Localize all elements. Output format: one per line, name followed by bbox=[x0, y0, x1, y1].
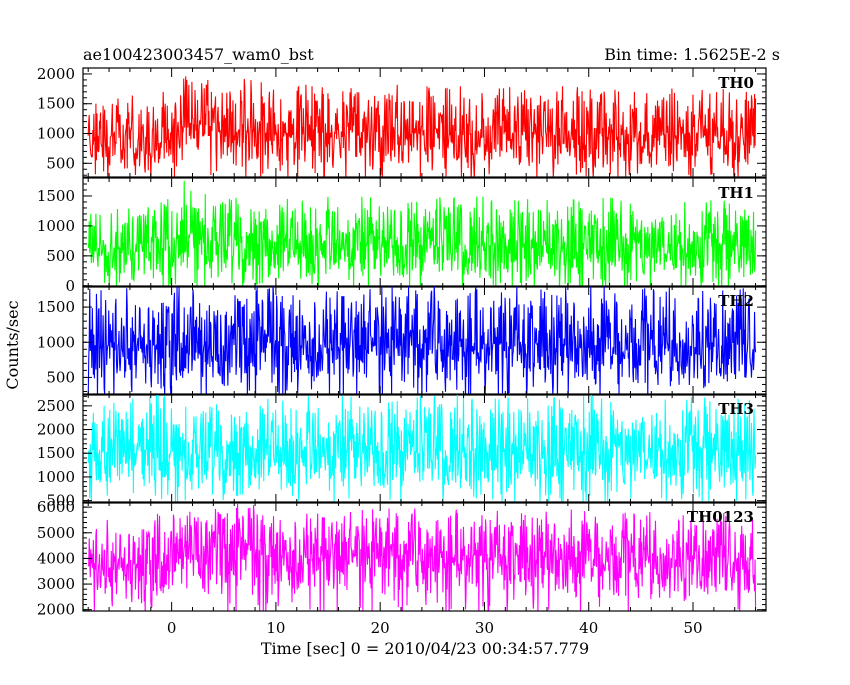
y-tick-label: 4000 bbox=[37, 549, 75, 567]
x-tick-label: 20 bbox=[371, 619, 390, 637]
panel-frame-th1 bbox=[82, 177, 767, 288]
y-tick-label: 1000 bbox=[37, 333, 75, 351]
chart-title: ae100423003457_wam0_bst bbox=[83, 45, 314, 64]
panel-label-th0123: TH0123 bbox=[687, 508, 754, 526]
y-tick-label: 5000 bbox=[37, 524, 75, 542]
series-line-th0123 bbox=[87, 503, 757, 611]
panel-label-th1: TH1 bbox=[718, 184, 754, 202]
panel-label-th0: TH0 bbox=[718, 74, 754, 92]
series-line-th1 bbox=[87, 180, 757, 287]
y-tick-label: 1500 bbox=[37, 444, 75, 462]
x-axis-label: Time [sec] 0 = 2010/04/23 00:34:57.779 bbox=[261, 639, 589, 658]
panel-frame-th0 bbox=[82, 67, 767, 178]
x-tick-label: 40 bbox=[579, 619, 598, 637]
y-tick-label: 1500 bbox=[37, 298, 75, 316]
y-tick-label: 6000 bbox=[37, 498, 75, 516]
series-line-th2 bbox=[87, 286, 757, 395]
y-tick-label: 500 bbox=[46, 368, 75, 386]
panel-frame-th2 bbox=[82, 285, 767, 396]
series-line-th3 bbox=[87, 394, 757, 503]
y-tick-label: 1000 bbox=[37, 217, 75, 235]
x-tick-label: 0 bbox=[167, 619, 177, 637]
y-tick-label: 1500 bbox=[37, 187, 75, 205]
y-tick-label: 1000 bbox=[37, 468, 75, 486]
y-tick-label: 2000 bbox=[37, 601, 75, 619]
y-axis-label: Counts/sec bbox=[3, 300, 22, 389]
y-tick-label: 500 bbox=[46, 154, 75, 172]
y-tick-label: 500 bbox=[46, 492, 75, 510]
y-tick-label: 2500 bbox=[37, 397, 75, 415]
panel-frame-th0123 bbox=[82, 501, 767, 612]
bin-time-label: Bin time: 1.5625E-2 s bbox=[604, 45, 780, 64]
y-tick-label: 500 bbox=[46, 247, 75, 265]
panel-label-th2: TH2 bbox=[718, 292, 754, 310]
x-tick-label: 10 bbox=[266, 619, 285, 637]
series-line-th0 bbox=[87, 76, 757, 177]
y-tick-label: 3000 bbox=[37, 575, 75, 593]
x-tick-label: 30 bbox=[475, 619, 494, 637]
y-tick-label: 0 bbox=[65, 277, 75, 295]
y-tick-label: 2000 bbox=[37, 421, 75, 439]
y-tick-label: 1000 bbox=[37, 125, 75, 143]
panel-label-th3: TH3 bbox=[718, 400, 754, 418]
y-tick-label: 1500 bbox=[37, 95, 75, 113]
x-tick-label: 50 bbox=[683, 619, 702, 637]
y-tick-label: 2000 bbox=[37, 65, 75, 83]
